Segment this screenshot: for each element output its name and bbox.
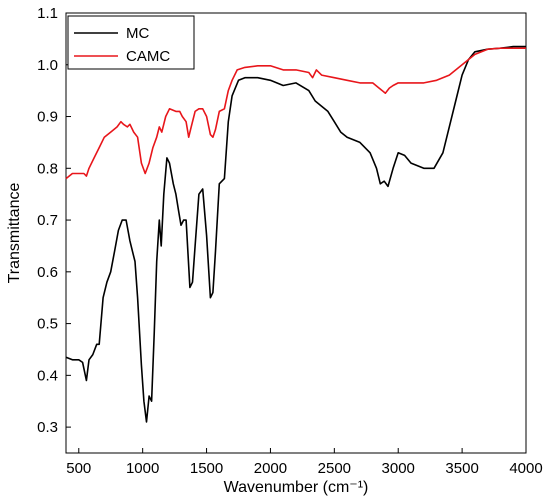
x-tick-label: 500: [66, 460, 91, 477]
x-tick-label: 3500: [445, 460, 478, 477]
legend-label-mc: MC: [126, 25, 149, 42]
series-line-camc: [65, 47, 526, 180]
y-tick-label: 0.8: [37, 160, 58, 177]
x-axis-title: Wavenumber (cm⁻¹): [224, 479, 369, 496]
y-tick-label: 0.6: [37, 264, 58, 281]
legend-box: [67, 15, 195, 70]
x-tick-label: 4000: [509, 460, 542, 477]
y-tick-label: 0.3: [37, 419, 58, 436]
y-tick-label: 0.5: [37, 316, 58, 333]
x-tick-label: 1500: [190, 460, 223, 477]
x-tick-label: 2500: [318, 460, 351, 477]
x-tick-label: 1000: [126, 460, 159, 477]
plot-frame: [65, 12, 527, 454]
legend-label-camc: CAMC: [126, 48, 170, 65]
y-tick-label: 0.7: [37, 212, 58, 229]
x-tick-label: 3000: [382, 460, 415, 477]
y-tick-label: 1.0: [37, 57, 58, 74]
y-tick-label: 1.1: [37, 5, 58, 22]
y-axis-title: Transmittance: [6, 183, 23, 284]
legend: MC CAMC: [67, 15, 195, 70]
y-tick-label: 0.9: [37, 109, 58, 126]
y-tick-label: 0.4: [37, 367, 58, 384]
series-lines: [65, 45, 526, 423]
axis-ticks: 500 1000 1500 2000 2500 3000 3500 4000 0.3 0.4 0.5…: [37, 5, 543, 477]
series-line-mc: [65, 45, 526, 423]
x-tick-label: 2000: [254, 460, 287, 477]
